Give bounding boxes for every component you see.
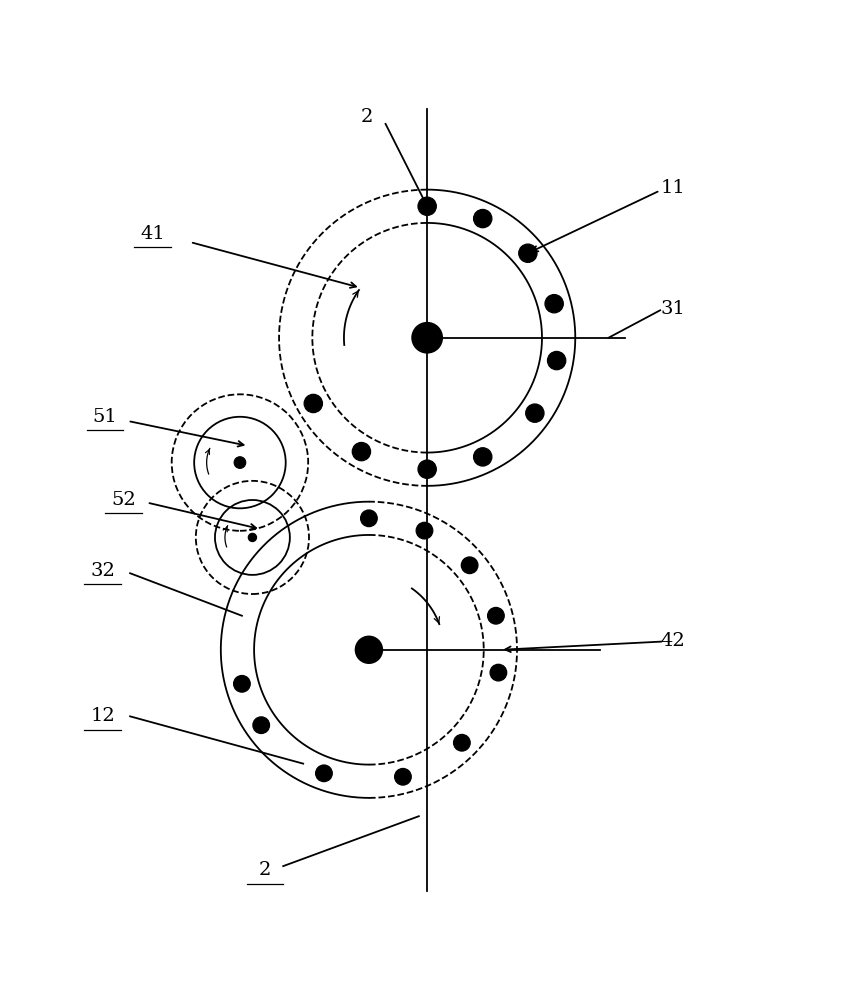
Circle shape: [253, 717, 270, 734]
Circle shape: [418, 460, 437, 478]
Text: 52: 52: [111, 491, 136, 509]
Circle shape: [418, 197, 437, 215]
Text: 11: 11: [660, 179, 685, 197]
Circle shape: [519, 244, 537, 262]
Circle shape: [394, 768, 411, 785]
Circle shape: [552, 301, 557, 306]
Circle shape: [321, 771, 327, 776]
Circle shape: [425, 467, 430, 472]
Circle shape: [359, 449, 364, 454]
Circle shape: [416, 522, 433, 539]
Circle shape: [525, 251, 530, 256]
Text: 51: 51: [93, 408, 118, 426]
Circle shape: [310, 401, 316, 406]
Circle shape: [493, 613, 498, 618]
Circle shape: [234, 457, 245, 468]
Text: 42: 42: [660, 632, 685, 650]
Circle shape: [467, 563, 472, 568]
Circle shape: [474, 209, 492, 228]
Circle shape: [422, 528, 427, 533]
Text: 2: 2: [259, 861, 271, 879]
Circle shape: [400, 774, 405, 779]
Circle shape: [305, 394, 322, 413]
Circle shape: [547, 351, 566, 370]
Text: 41: 41: [140, 225, 165, 243]
Circle shape: [248, 533, 256, 542]
Circle shape: [459, 740, 464, 745]
Circle shape: [360, 510, 377, 527]
Text: 32: 32: [91, 562, 115, 580]
Circle shape: [481, 216, 486, 221]
Text: 2: 2: [360, 108, 372, 126]
Circle shape: [554, 358, 559, 363]
Text: 12: 12: [91, 707, 115, 725]
Circle shape: [355, 636, 382, 663]
Circle shape: [490, 664, 507, 681]
Circle shape: [474, 448, 492, 466]
Circle shape: [461, 557, 478, 574]
Circle shape: [233, 675, 250, 692]
Circle shape: [259, 723, 264, 728]
Circle shape: [532, 411, 537, 416]
Circle shape: [496, 670, 501, 675]
Circle shape: [487, 607, 504, 624]
Text: 31: 31: [660, 300, 685, 318]
Circle shape: [352, 442, 371, 461]
Circle shape: [366, 516, 371, 521]
Circle shape: [525, 404, 544, 422]
Circle shape: [239, 681, 244, 686]
Circle shape: [545, 295, 563, 313]
Circle shape: [453, 734, 470, 751]
Circle shape: [425, 204, 430, 209]
Circle shape: [316, 765, 332, 782]
Circle shape: [481, 454, 486, 459]
Circle shape: [412, 323, 442, 353]
